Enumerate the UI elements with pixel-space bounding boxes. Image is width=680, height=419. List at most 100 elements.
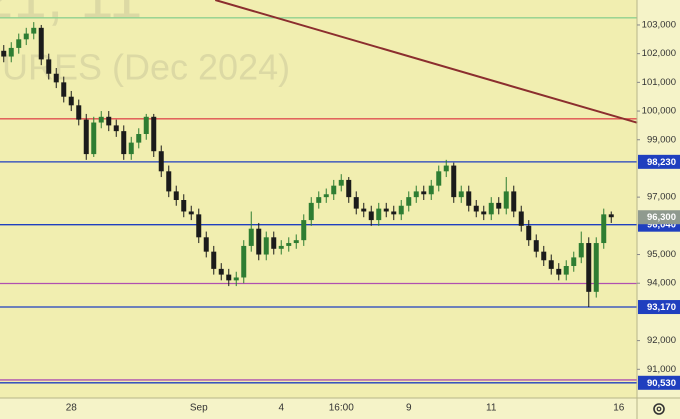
candle-body xyxy=(68,96,74,106)
candle-body xyxy=(601,214,607,244)
candle-body xyxy=(181,200,187,212)
candle-body xyxy=(496,202,502,209)
last-price-tag xyxy=(638,210,680,225)
candle-body xyxy=(593,243,599,292)
candle-body xyxy=(293,240,299,244)
price-axis-background xyxy=(637,0,680,419)
candle-body xyxy=(391,211,397,215)
y-tick-label: 91,000 xyxy=(647,364,676,375)
candle-body xyxy=(173,191,179,201)
axes: 91,000 92,000 94,000 95,000 97,000 99,000 100,… xyxy=(66,19,680,414)
settings-icon[interactable] xyxy=(653,403,665,415)
candle-body xyxy=(263,237,269,255)
candle-body xyxy=(338,179,344,186)
candle-body xyxy=(451,165,457,198)
candle-body xyxy=(308,202,314,221)
candle-body xyxy=(526,225,532,241)
candle-body xyxy=(413,191,419,198)
candle-body xyxy=(533,240,539,252)
candle-body xyxy=(368,211,374,221)
y-tick-label: 94,000 xyxy=(647,278,676,289)
y-tick-label: 97,000 xyxy=(647,192,676,203)
trendline xyxy=(214,0,638,124)
candle-body xyxy=(458,191,464,198)
plot-area xyxy=(0,0,638,384)
candle-body xyxy=(316,197,322,203)
candle-body xyxy=(541,251,547,261)
candle-body xyxy=(361,208,367,212)
candle-body xyxy=(571,257,577,267)
candle-body xyxy=(143,116,149,135)
candle-body xyxy=(136,134,142,143)
candle-body xyxy=(91,122,97,155)
candle-body xyxy=(53,73,59,83)
candle-body xyxy=(211,251,217,269)
candle-body xyxy=(218,268,224,275)
x-tick-label: 16 xyxy=(613,403,625,414)
x-tick-label: 16:00 xyxy=(329,403,354,414)
watermark-text: 21, 11 xyxy=(0,0,142,31)
candle-body xyxy=(563,266,569,275)
last-price-label: 96,300 xyxy=(647,212,676,223)
candle-body xyxy=(301,220,307,241)
candle-body xyxy=(233,277,239,281)
candle-body xyxy=(31,27,37,34)
candle-body xyxy=(286,243,292,246)
candle-body xyxy=(241,245,247,278)
candle-body xyxy=(331,185,337,195)
candle-body xyxy=(608,214,614,218)
candle-body xyxy=(346,179,352,198)
level-tag xyxy=(638,300,680,315)
candle-body xyxy=(226,274,232,281)
candle-body xyxy=(421,191,427,195)
candle-body xyxy=(38,27,44,60)
candle-body xyxy=(83,119,89,155)
candle-body xyxy=(188,211,194,215)
level-label: 96,040 xyxy=(647,220,676,231)
level-label: 98,230 xyxy=(647,157,676,168)
y-tick-label: 102,000 xyxy=(642,48,676,59)
y-tick-label: 95,000 xyxy=(647,249,676,260)
candle-body xyxy=(113,125,119,132)
candle-body xyxy=(428,185,434,195)
candle-body xyxy=(353,197,359,209)
candle-body xyxy=(488,202,494,215)
y-tick-label: 103,000 xyxy=(642,19,676,30)
level-label: 90,530 xyxy=(647,378,676,389)
time-axis-background xyxy=(0,398,637,419)
candle-body xyxy=(16,39,22,48)
candle-body xyxy=(398,205,404,215)
candle-body xyxy=(578,243,584,258)
candle-body xyxy=(466,191,472,206)
candle-body xyxy=(586,243,592,292)
level-tag xyxy=(638,375,680,390)
candle-body xyxy=(166,171,172,192)
gear-hub[interactable] xyxy=(656,406,662,412)
candle-body xyxy=(511,191,517,212)
x-tick-label: 28 xyxy=(66,403,78,414)
candle-body xyxy=(46,59,52,74)
candle-body xyxy=(106,116,112,126)
candle-body xyxy=(278,245,284,249)
level-tag xyxy=(638,154,680,169)
candle-body xyxy=(151,116,157,152)
candle-body xyxy=(548,260,554,269)
gear-ring[interactable] xyxy=(653,403,665,415)
x-tick-label: Sep xyxy=(190,403,208,414)
candle-body xyxy=(256,228,262,255)
candle-body xyxy=(203,237,209,252)
candle-body xyxy=(383,208,389,212)
candle-body xyxy=(23,33,29,40)
candle-body xyxy=(518,211,524,226)
candle-body xyxy=(481,211,487,215)
level-label: 93,170 xyxy=(647,302,676,313)
x-tick-label: 9 xyxy=(406,403,412,414)
candle-body xyxy=(376,208,382,221)
y-tick-label: 92,000 xyxy=(647,335,676,346)
y-tick-label: 100,000 xyxy=(642,106,676,117)
candle-body xyxy=(436,171,442,186)
candle-body xyxy=(128,142,134,155)
candle-body xyxy=(61,82,67,97)
candle-body xyxy=(443,165,449,172)
